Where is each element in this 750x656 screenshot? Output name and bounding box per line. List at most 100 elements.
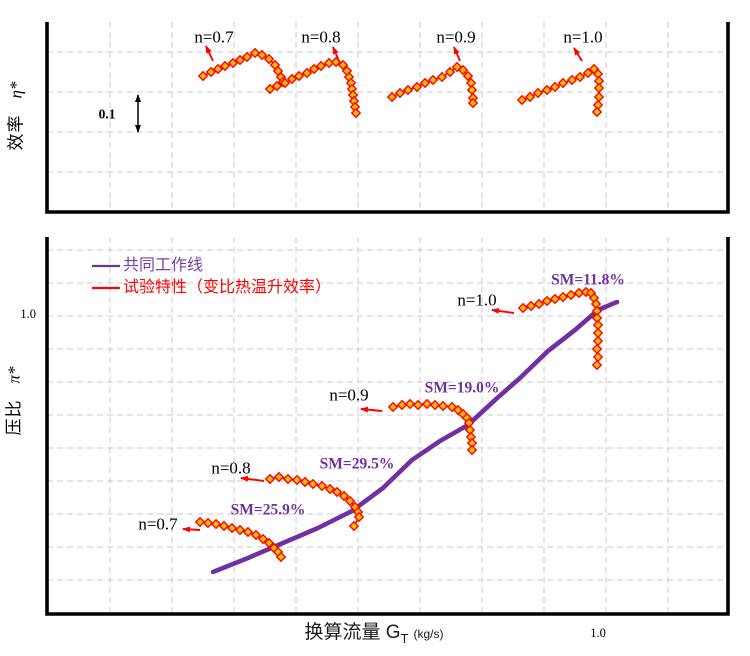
data-point-diamond [194, 516, 206, 528]
data-point-diamond [593, 82, 605, 94]
data-point-diamond [574, 71, 586, 83]
x-axis-title-subscript: T [400, 630, 409, 646]
data-point-diamond [436, 71, 448, 83]
data-point-diamond [419, 77, 431, 89]
data-point-diamond [396, 399, 408, 411]
y-axis-title-pressure-symbol: π* [4, 366, 24, 384]
y-axis-title-pressure-cjk: 压比 [4, 399, 24, 436]
data-point-diamond [582, 67, 594, 79]
x-axis-tick-1-0: 1.0 [590, 625, 606, 640]
y-axis-tick-1-0: 1.0 [20, 306, 36, 321]
data-point-diamond [533, 298, 545, 310]
y-axis-title-efficiency-symbol: η* [6, 81, 26, 99]
data-point-diamond [411, 81, 423, 93]
data-point-diamond [234, 524, 246, 536]
data-point-diamond [256, 49, 268, 61]
data-point-diamond [532, 87, 544, 99]
data-point-diamond [541, 84, 553, 96]
plot-border-0 [45, 22, 730, 214]
annotation-arrow-n=0.7 [182, 526, 201, 533]
data-point-diamond [219, 60, 231, 72]
working-line [210, 299, 620, 575]
data-point-diamond [337, 59, 349, 71]
data-point-diamond [344, 495, 356, 507]
data-point-diamond [593, 91, 605, 103]
data-point-diamond [444, 66, 456, 78]
data-point-diamond [241, 51, 253, 63]
data-point-diamond [394, 87, 406, 99]
data-point-diamond [387, 401, 399, 413]
data-point-diamond [565, 289, 577, 301]
annotation-arrow-n=0.8 [240, 475, 265, 482]
speed-label-top-n10: n=1.0 [563, 27, 603, 47]
data-point-diamond [279, 77, 291, 89]
y-axis-title-efficiency: 效率 η* [6, 81, 26, 151]
data-point-diamond [250, 529, 262, 541]
legend-item-test-characteristic: 试验特性（变比热温升效率） [123, 279, 332, 296]
speed-line-n=1.0 [522, 291, 599, 366]
data-point-diamond [324, 483, 336, 495]
data-point-diamond [549, 81, 561, 93]
data-point-diamond [202, 517, 214, 529]
data-point-diamond [293, 70, 305, 82]
data-point-diamond [462, 70, 474, 82]
data-point-diamond [315, 60, 327, 72]
x-axis-title: 换算流量 GT (kg/s) [304, 623, 443, 645]
speed-label-top-n09: n=0.9 [436, 27, 476, 47]
data-point-diamond [301, 67, 313, 79]
data-point-diamond [226, 522, 238, 534]
data-point-diamond [348, 520, 360, 532]
data-point-diamond [402, 84, 414, 96]
data-point-diamond [291, 474, 303, 486]
data-point-diamond [197, 70, 209, 82]
data-point-diamond [338, 490, 350, 502]
data-point-diamond [541, 295, 553, 307]
data-point-diamond [205, 66, 217, 78]
data-point-diamond [386, 91, 398, 103]
data-point-diamond [427, 74, 439, 86]
data-point-diamond [282, 473, 294, 485]
data-point-diamond [234, 54, 246, 66]
data-point-diamond [549, 293, 561, 305]
data-point-diamond [591, 106, 603, 118]
annotation-arrow-n=0.9 [453, 46, 461, 62]
surge-margin-label-n09: SM=19.0% [424, 379, 500, 397]
plot-border-1 [45, 237, 730, 616]
data-point-diamond [516, 94, 528, 106]
data-point-diamond [467, 97, 479, 109]
data-point-diamond [350, 107, 362, 119]
data-point-diamond [437, 400, 449, 412]
data-point-diamond [591, 359, 603, 371]
data-point-diamond [286, 73, 298, 85]
annotation-arrow-n=0.8 [332, 46, 340, 62]
speed-label-bottom-n07: n=0.7 [138, 514, 178, 534]
data-point-diamond [557, 291, 569, 303]
annotation-arrow-n=0.9 [360, 406, 383, 413]
annotation-arrow-n=0.7 [205, 45, 214, 62]
data-point-diamond [466, 84, 478, 96]
data-point-diamond [299, 476, 311, 488]
y-axis-title-pressure-ratio: 压比 π* [4, 366, 24, 436]
data-point-diamond [592, 351, 604, 363]
data-point-diamond [263, 53, 275, 65]
speed-label-top-n08: n=0.8 [301, 27, 341, 47]
data-point-diamond [353, 511, 365, 523]
speed-label-top-n07: n=0.7 [194, 27, 234, 47]
legend-item-working-line: 共同工作线 [123, 257, 204, 274]
surge-margin-label-n10: SM=11.8% [551, 271, 625, 289]
data-point-diamond [591, 343, 603, 355]
data-point-diamond [421, 398, 433, 410]
data-point-diamond [412, 399, 424, 411]
data-point-diamond [210, 518, 222, 530]
data-point-diamond [566, 74, 578, 86]
data-point-diamond [307, 478, 319, 490]
data-point-diamond [525, 300, 537, 312]
data-point-diamond [524, 91, 536, 103]
speed-label-bottom-n08: n=0.8 [211, 458, 251, 478]
surge-margin-label-n07: SM=25.9% [230, 501, 306, 519]
data-point-diamond [404, 398, 416, 410]
data-point-diamond [227, 57, 239, 69]
data-point-diamond [331, 486, 343, 498]
annotation-arrow-n=1.0 [491, 307, 515, 314]
data-point-diamond [316, 480, 328, 492]
